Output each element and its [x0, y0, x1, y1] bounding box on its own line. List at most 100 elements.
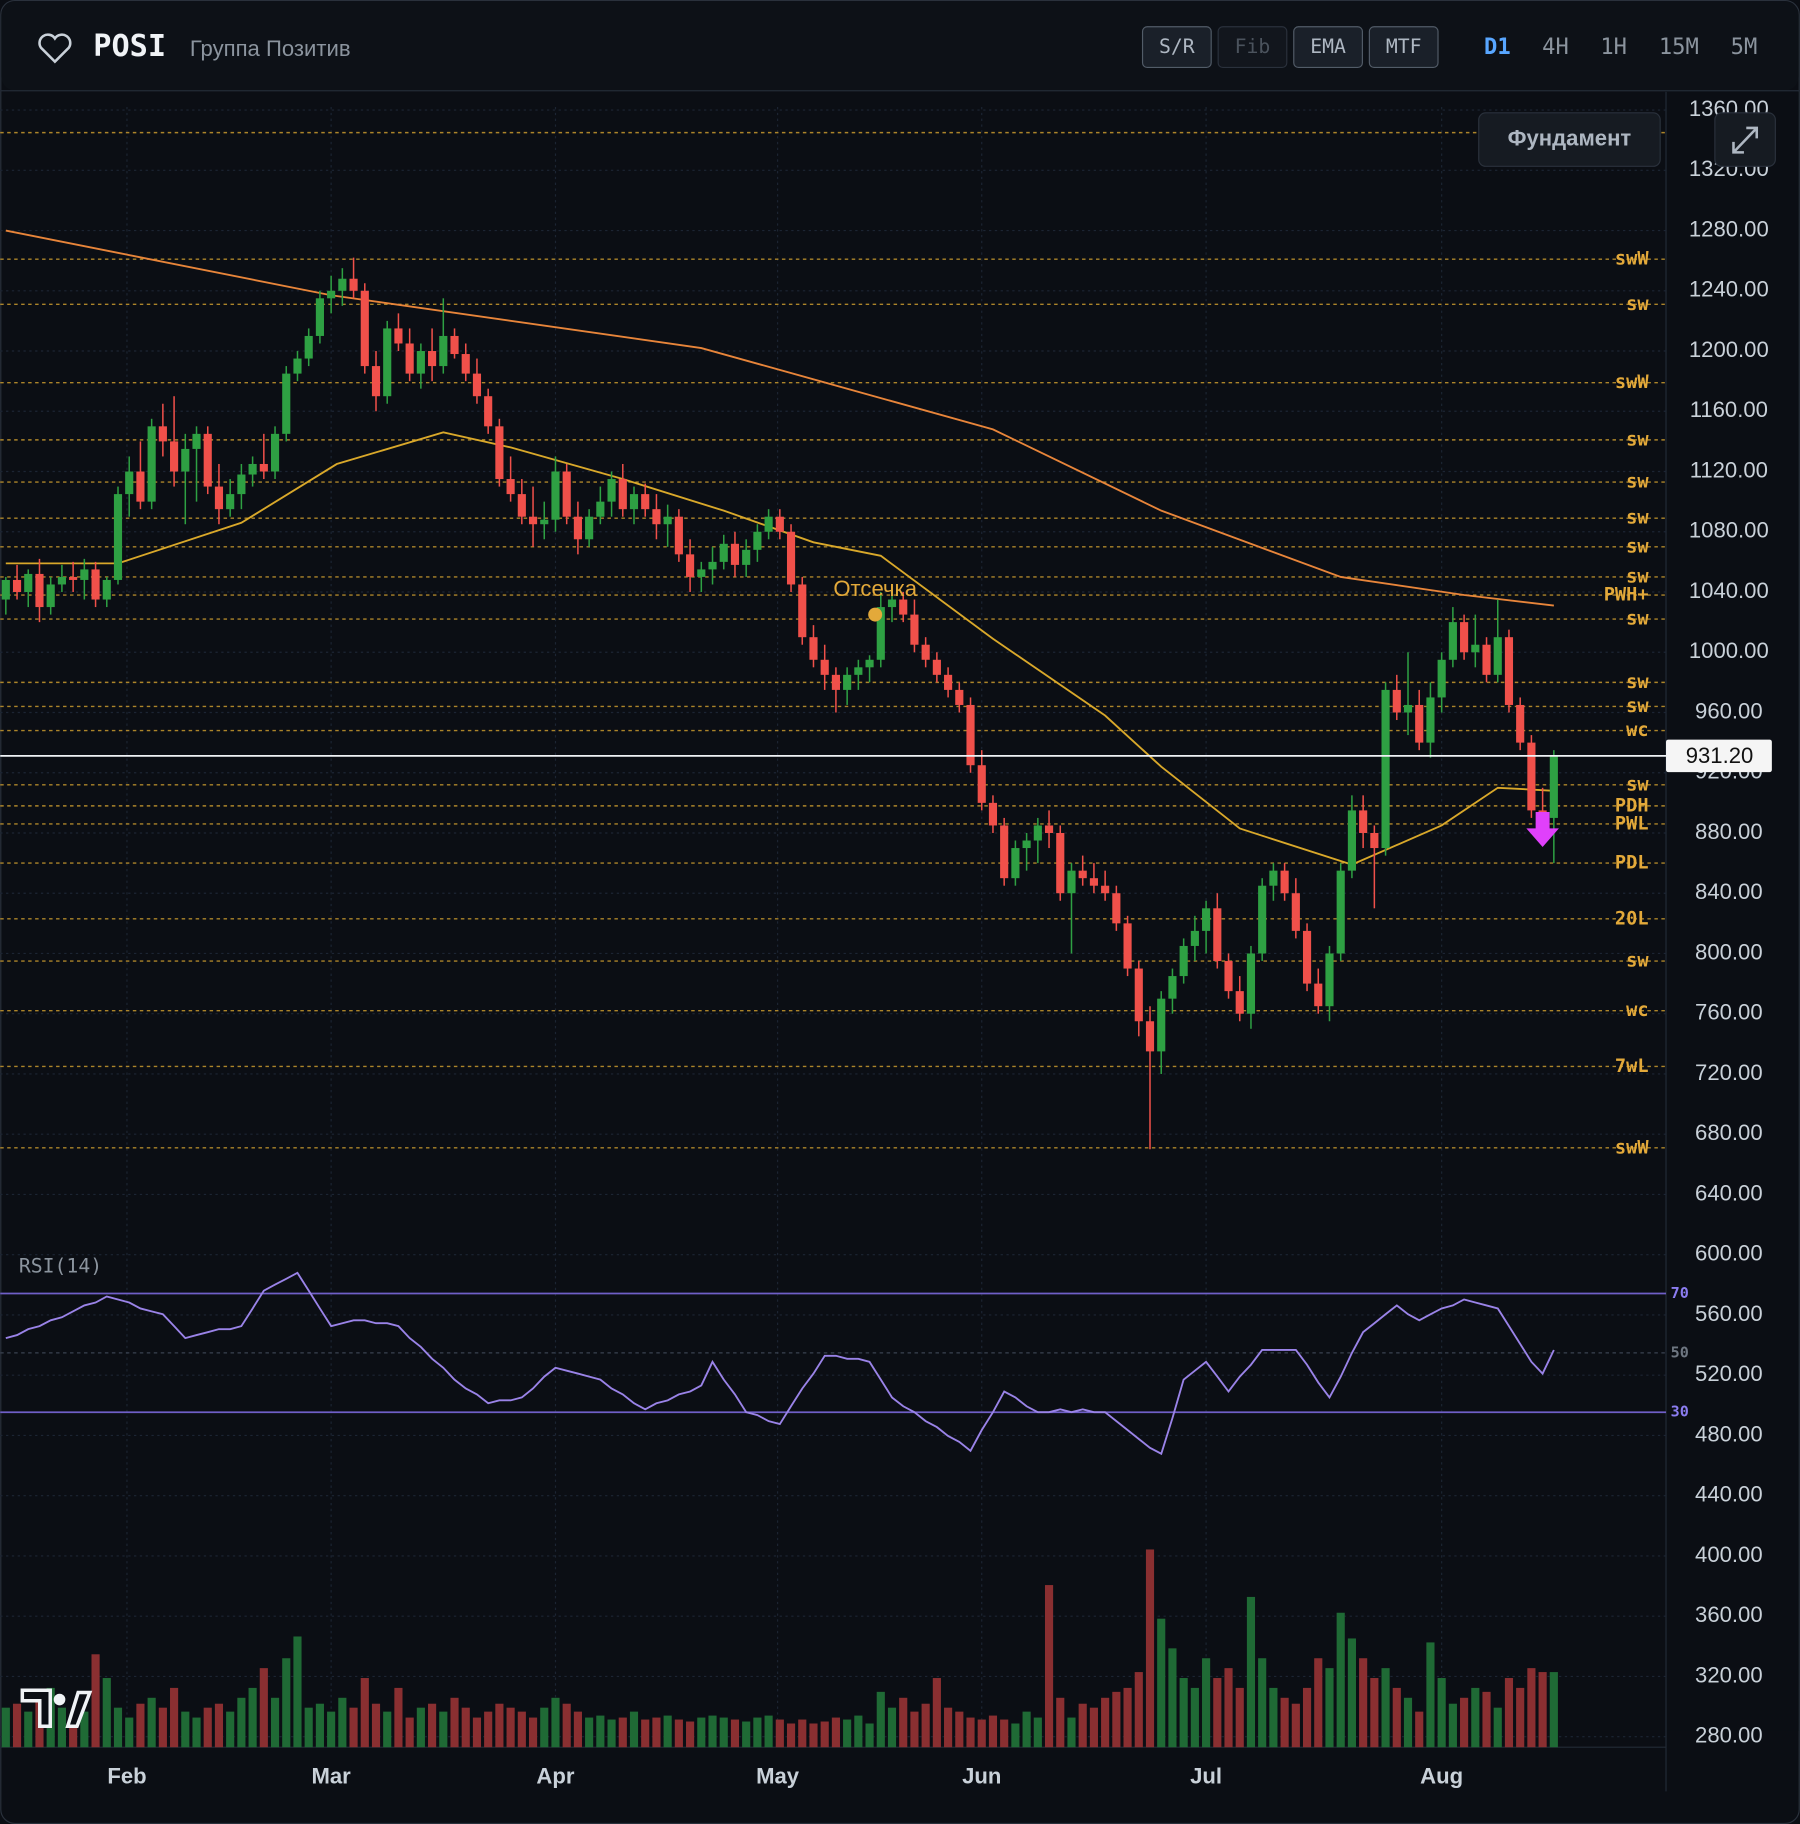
volume-bar: [944, 1707, 953, 1748]
volume-bar: [315, 1703, 324, 1748]
volume-bar: [1460, 1697, 1469, 1748]
candle-body: [1516, 704, 1525, 743]
candle-body: [1078, 870, 1087, 879]
tool-button-label: MTF: [1386, 35, 1422, 58]
volume-bar: [1359, 1658, 1368, 1748]
candle-body: [270, 433, 280, 472]
volume-bar: [775, 1719, 784, 1748]
volume-bar: [304, 1707, 313, 1748]
candle-body: [585, 516, 594, 540]
volume-bar: [461, 1707, 470, 1748]
volume-bar: [349, 1707, 358, 1748]
tool-button[interactable]: [1293, 26, 1363, 69]
level-label: PDH: [1615, 795, 1649, 816]
candle-body: [1527, 742, 1536, 811]
rsi-label: RSI(14): [19, 1254, 102, 1277]
candle-body: [394, 328, 403, 344]
volume-bar: [1235, 1687, 1244, 1748]
volume-bar: [327, 1711, 336, 1748]
candle-body: [136, 471, 145, 502]
volume-bar: [1134, 1672, 1143, 1748]
candle-body: [226, 494, 235, 510]
rsi-level-label: 50: [1671, 1343, 1689, 1361]
candle-body: [1246, 953, 1256, 1014]
candle-body: [854, 667, 863, 675]
volume-bar: [158, 1707, 167, 1748]
candle-body: [1493, 637, 1502, 675]
volume-bar: [248, 1687, 257, 1748]
candle-body: [360, 290, 369, 367]
timeframe-tab[interactable]: 1H: [1600, 34, 1627, 60]
volume-bar: [472, 1717, 482, 1748]
level-label: sw: [1626, 672, 1649, 693]
tool-button[interactable]: [1368, 26, 1439, 69]
volume-bar: [1437, 1678, 1446, 1748]
candle-body: [203, 433, 212, 487]
volume-bar: [652, 1717, 661, 1748]
volume-bar: [12, 1703, 22, 1748]
moving-average: [5, 229, 1554, 607]
ticker: POSI: [93, 29, 166, 64]
candle-body: [708, 561, 717, 570]
volume-bar: [843, 1719, 852, 1748]
volume-bar: [831, 1717, 840, 1748]
volume-bar: [1426, 1642, 1435, 1748]
volume-bar: [1033, 1717, 1042, 1748]
tool-button-label: EMA: [1310, 35, 1346, 58]
volume-bar: [1291, 1703, 1300, 1748]
volume-bar: [1, 1707, 10, 1748]
level-label: 20L: [1615, 908, 1649, 929]
volume-bar: [607, 1719, 616, 1748]
level-label: PWH+: [1604, 585, 1649, 606]
timeframe-tab[interactable]: 4H: [1542, 34, 1569, 60]
x-tick-label: Mar: [311, 1763, 351, 1788]
volume-bar: [1325, 1668, 1334, 1748]
candle-body: [1134, 968, 1143, 1022]
volume-bar: [730, 1719, 740, 1748]
level-label: swW: [1615, 249, 1649, 270]
volume-bar: [1314, 1658, 1323, 1748]
tool-button[interactable]: [1217, 26, 1288, 69]
tool-button[interactable]: [1141, 26, 1212, 69]
volume-bar: [1022, 1711, 1031, 1748]
candle-body: [528, 516, 538, 525]
volume-bar: [1258, 1658, 1267, 1748]
rsi-level-label: 70: [1671, 1284, 1689, 1302]
level-label: sw: [1626, 472, 1649, 493]
volume-bar: [1403, 1697, 1413, 1748]
volume-bar: [798, 1719, 807, 1748]
candle-body: [1359, 810, 1368, 833]
candle-body: [786, 531, 796, 585]
volume-bar: [360, 1678, 369, 1748]
volume-bar: [764, 1715, 773, 1748]
volume-bar: [192, 1717, 201, 1748]
y-tick-label: 1240.00: [1689, 277, 1769, 302]
volume-bar: [1493, 1707, 1502, 1748]
favorite-icon[interactable]: [38, 33, 72, 64]
volume-bar: [102, 1678, 111, 1748]
fundament-button[interactable]: [1478, 112, 1661, 167]
candle-body: [259, 463, 268, 472]
volume-bar: [517, 1711, 526, 1748]
candle-body: [214, 486, 224, 510]
y-tick-label: 880.00: [1695, 819, 1763, 844]
y-tick-label: 680.00: [1695, 1120, 1763, 1145]
candle-body: [876, 607, 885, 660]
candle-body: [1101, 885, 1110, 894]
candle-body: [12, 579, 22, 593]
timeframe-tab[interactable]: D1: [1484, 34, 1511, 60]
timeframe-tab[interactable]: 15M: [1659, 34, 1699, 60]
y-tick-label: 1200.00: [1689, 337, 1769, 362]
volume-bar: [1549, 1672, 1558, 1748]
timeframe-tab[interactable]: 5M: [1731, 34, 1758, 60]
level-label: sw: [1626, 508, 1649, 529]
candle-body: [1202, 908, 1211, 931]
candle-body: [887, 599, 897, 608]
level-label: sw: [1626, 951, 1649, 972]
y-tick-label: 760.00: [1695, 1000, 1763, 1025]
volume-bar: [125, 1717, 134, 1748]
candle-body: [472, 373, 482, 397]
candle-body: [1123, 923, 1132, 969]
candle-body: [439, 335, 448, 367]
candle-body: [1471, 644, 1480, 653]
